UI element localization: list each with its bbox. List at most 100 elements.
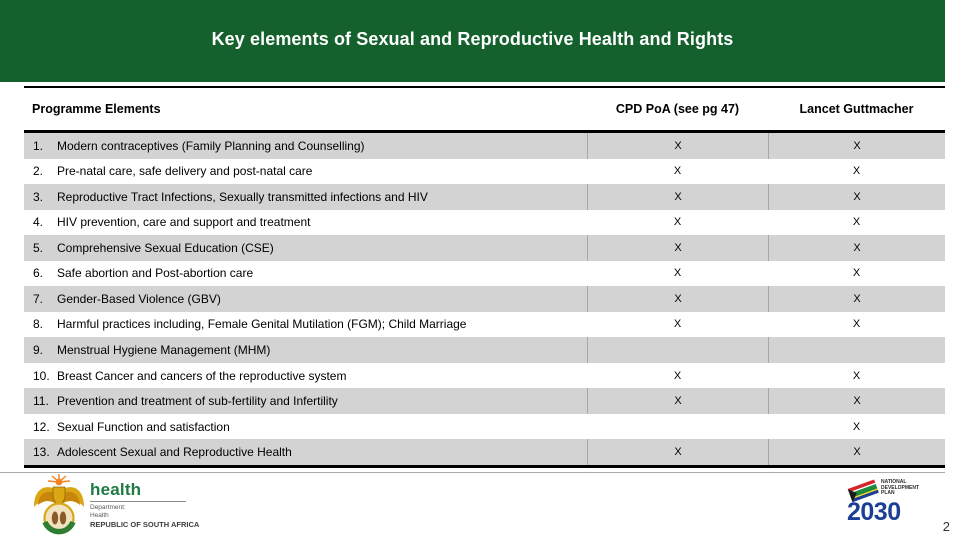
table-row: 7. Gender-Based Violence (GBV) X X: [24, 286, 945, 312]
cpd-poa-cell: X: [587, 388, 768, 414]
page-number: 2: [942, 519, 950, 534]
table-row: 13. Adolescent Sexual and Reproductive H…: [24, 439, 945, 465]
cpd-x-mark: X: [673, 318, 682, 331]
programme-element-cell: 10. Breast Cancer and cancers of the rep…: [24, 363, 587, 389]
table-row: 12. Sexual Function and satisfaction X: [24, 414, 945, 440]
lancet-x-mark: X: [852, 369, 861, 382]
table-row: 2. Pre-natal care, safe delivery and pos…: [24, 159, 945, 185]
lancet-guttmacher-cell: X: [768, 363, 945, 389]
row-label: Adolescent Sexual and Reproductive Healt…: [57, 445, 292, 460]
ndp-year: 2030: [847, 498, 901, 526]
row-number: 9.: [33, 343, 44, 358]
table-row: 5. Comprehensive Sexual Education (CSE) …: [24, 235, 945, 261]
cpd-poa-cell: X: [587, 312, 768, 338]
title-banner: Key elements of Sexual and Reproductive …: [0, 0, 945, 82]
lancet-x-mark: X: [852, 216, 861, 229]
programme-element-cell: 6. Safe abortion and Post-abortion care: [24, 261, 587, 287]
programme-element-cell: 2. Pre-natal care, safe delivery and pos…: [24, 159, 587, 185]
row-label: Pre-natal care, safe delivery and post-n…: [57, 164, 313, 179]
row-label: Comprehensive Sexual Education (CSE): [57, 240, 274, 255]
programme-element-cell: 3. Reproductive Tract Infections, Sexual…: [24, 184, 587, 210]
row-label: Modern contraceptives (Family Planning a…: [57, 138, 365, 153]
cpd-poa-cell: X: [587, 363, 768, 389]
row-number: 1.: [33, 138, 44, 153]
programme-element-cell: 1. Modern contraceptives (Family Plannin…: [24, 133, 587, 159]
row-label: Reproductive Tract Infections, Sexually …: [57, 189, 428, 204]
table-rule-bottom: [24, 465, 945, 468]
row-number: 12.: [33, 419, 50, 434]
lancet-x-mark: X: [853, 241, 861, 254]
cpd-x-mark: X: [673, 165, 682, 178]
slide-title: Key elements of Sexual and Reproductive …: [211, 28, 734, 49]
row-number: 7.: [33, 291, 44, 306]
row-label: Breast Cancer and cancers of the reprodu…: [57, 368, 347, 383]
column-header-cpd-poa: CPD PoA (see pg 47): [615, 102, 740, 116]
column-header-programme-elements: Programme Elements: [32, 102, 161, 116]
row-number: 6.: [33, 266, 44, 281]
programme-element-cell: 12. Sexual Function and satisfaction: [24, 414, 587, 440]
cpd-x-mark: X: [674, 446, 682, 459]
row-number: 5.: [33, 240, 44, 255]
cpd-x-mark: X: [673, 216, 682, 229]
row-label: HIV prevention, care and support and tre…: [57, 215, 311, 230]
programme-element-cell: 13. Adolescent Sexual and Reproductive H…: [24, 439, 587, 465]
lancet-x-mark: X: [853, 395, 861, 408]
cpd-poa-cell: X: [587, 286, 768, 312]
lancet-guttmacher-cell: X: [768, 235, 945, 261]
lancet-guttmacher-cell: X: [768, 312, 945, 338]
row-label: Safe abortion and Post-abortion care: [57, 266, 254, 281]
lancet-guttmacher-cell: X: [768, 133, 945, 159]
cpd-x-mark: X: [674, 395, 682, 408]
lancet-guttmacher-cell: X: [768, 210, 945, 236]
health-line-label: Health: [90, 511, 109, 519]
cpd-x-mark: X: [673, 369, 682, 382]
cpd-poa-cell: X: [587, 235, 768, 261]
lancet-x-mark: X: [853, 139, 861, 152]
header-rule-bottom: [24, 130, 945, 133]
programme-element-cell: 4. HIV prevention, care and support and …: [24, 210, 587, 236]
republic-line: REPUBLIC OF SOUTH AFRICA: [90, 520, 200, 529]
row-label: Prevention and treatment of sub-fertilit…: [57, 394, 338, 409]
cpd-x-mark: X: [674, 292, 682, 305]
programme-element-cell: 7. Gender-Based Violence (GBV): [24, 286, 587, 312]
lancet-x-mark: X: [853, 292, 861, 305]
health-department-logo: health Department: Health REPUBLIC OF SO…: [90, 481, 260, 529]
column-header-lancet-guttmacher: Lancet Guttmacher: [799, 102, 914, 116]
row-number: 11.: [33, 394, 49, 409]
cpd-poa-cell: [587, 414, 768, 440]
row-label: Sexual Function and satisfaction: [57, 419, 230, 434]
cpd-poa-cell: X: [587, 184, 768, 210]
lancet-guttmacher-cell: X: [768, 388, 945, 414]
lancet-guttmacher-cell: X: [768, 261, 945, 287]
cpd-x-mark: X: [674, 190, 682, 203]
lancet-x-mark: X: [853, 190, 861, 203]
ndp-2030-logo: NATIONAL DEVELOPMENT PLAN 2030: [845, 476, 929, 524]
cpd-poa-cell: X: [587, 261, 768, 287]
cpd-x-mark: X: [673, 267, 682, 280]
row-number: 4.: [33, 215, 44, 230]
wordmark-underline: [90, 501, 186, 502]
sa-coat-of-arms-logo: [34, 474, 84, 535]
row-label: Harmful practices including, Female Geni…: [57, 317, 467, 332]
cpd-x-mark: X: [674, 139, 682, 152]
table-header-row: Programme Elements CPD PoA (see pg 47) L…: [24, 88, 945, 130]
cpd-poa-cell: X: [587, 210, 768, 236]
table-body: 1. Modern contraceptives (Family Plannin…: [24, 133, 945, 465]
table-row: 10. Breast Cancer and cancers of the rep…: [24, 363, 945, 389]
row-number: 10.: [33, 368, 50, 383]
table-row: 9. Menstrual Hygiene Management (MHM): [24, 337, 945, 363]
lancet-guttmacher-cell: [768, 337, 945, 363]
footer-divider-line: [0, 472, 945, 473]
table-row: 3. Reproductive Tract Infections, Sexual…: [24, 184, 945, 210]
programme-element-cell: 8. Harmful practices including, Female G…: [24, 312, 587, 338]
lancet-x-mark: X: [852, 420, 861, 433]
row-number: 13.: [33, 445, 50, 460]
department-line: Department:: [90, 504, 126, 511]
lancet-guttmacher-cell: X: [768, 159, 945, 185]
table-row: 1. Modern contraceptives (Family Plannin…: [24, 133, 945, 159]
lancet-guttmacher-cell: X: [768, 439, 945, 465]
row-number: 8.: [33, 317, 44, 332]
programme-element-cell: 5. Comprehensive Sexual Education (CSE): [24, 235, 587, 261]
programme-element-cell: 9. Menstrual Hygiene Management (MHM): [24, 337, 587, 363]
footer: health Department: Health REPUBLIC OF SO…: [0, 473, 960, 540]
